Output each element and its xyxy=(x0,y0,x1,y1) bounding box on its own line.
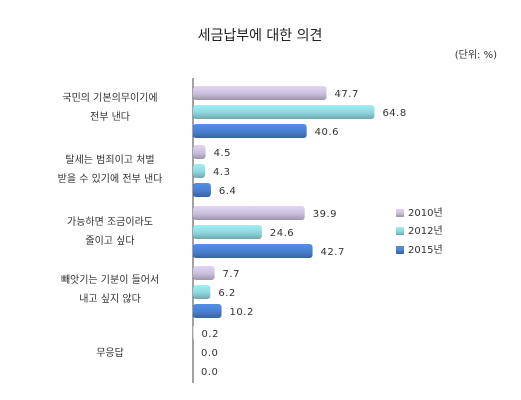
bar-3-2012년 xyxy=(193,225,262,239)
legend-label: 2012년 xyxy=(408,225,443,237)
legend-swatch xyxy=(396,227,404,235)
category-label: 무응답 xyxy=(96,347,124,359)
value-label: 4.3 xyxy=(213,167,230,178)
value-label: 42.7 xyxy=(321,247,345,258)
chart-title: 세금납부에 대한 의견 xyxy=(198,28,323,44)
value-label: 0.0 xyxy=(201,348,218,359)
value-label: 64.8 xyxy=(382,108,406,119)
value-label: 47.7 xyxy=(335,89,359,100)
value-label: 0.2 xyxy=(202,329,219,340)
bar-5-2010년 xyxy=(193,326,194,340)
value-label: 7.7 xyxy=(223,269,240,280)
category-label: 국민의 기본의무이기에 xyxy=(62,92,157,104)
value-label: 4.5 xyxy=(214,148,231,159)
legend-label: 2010년 xyxy=(408,207,443,219)
value-label: 6.4 xyxy=(219,186,236,197)
bar-2-2012년 xyxy=(193,164,206,178)
bar-1-2015년 xyxy=(193,124,307,138)
category-label: 탈세는 범죄이고 처벌 xyxy=(65,153,154,166)
legend-label: 2015년 xyxy=(408,244,443,256)
bar-2-2015년 xyxy=(193,183,211,197)
bar-4-2012년 xyxy=(193,285,211,299)
category-label: 가능하면 조금이라도 xyxy=(67,215,153,228)
bar-4-2010년 xyxy=(193,266,215,280)
bar-3-2010년 xyxy=(193,206,305,220)
value-label: 40.6 xyxy=(315,127,339,138)
value-label: 0.0 xyxy=(201,367,218,378)
category-label: 내고 싶지 않다 xyxy=(79,293,141,305)
value-label: 24.6 xyxy=(270,228,294,239)
unit-label: (단위: %) xyxy=(455,48,497,61)
legend-swatch xyxy=(396,246,404,254)
value-label: 10.2 xyxy=(230,307,254,318)
category-label: 전부 낸다 xyxy=(90,111,130,123)
value-label: 39.9 xyxy=(313,209,337,220)
bar-1-2012년 xyxy=(193,105,375,119)
category-label: 받을 수 있기에 전부 낸다 xyxy=(58,173,163,185)
bar-1-2010년 xyxy=(193,86,327,100)
value-label: 6.2 xyxy=(218,288,235,299)
category-label: 줄이고 싶다 xyxy=(85,235,134,247)
legend-swatch xyxy=(396,209,404,217)
bar-3-2015년 xyxy=(193,244,313,258)
bar-2-2010년 xyxy=(193,145,206,159)
category-label: 빼앗기는 기분이 들어서 xyxy=(61,274,159,286)
bar-4-2015년 xyxy=(193,304,222,318)
